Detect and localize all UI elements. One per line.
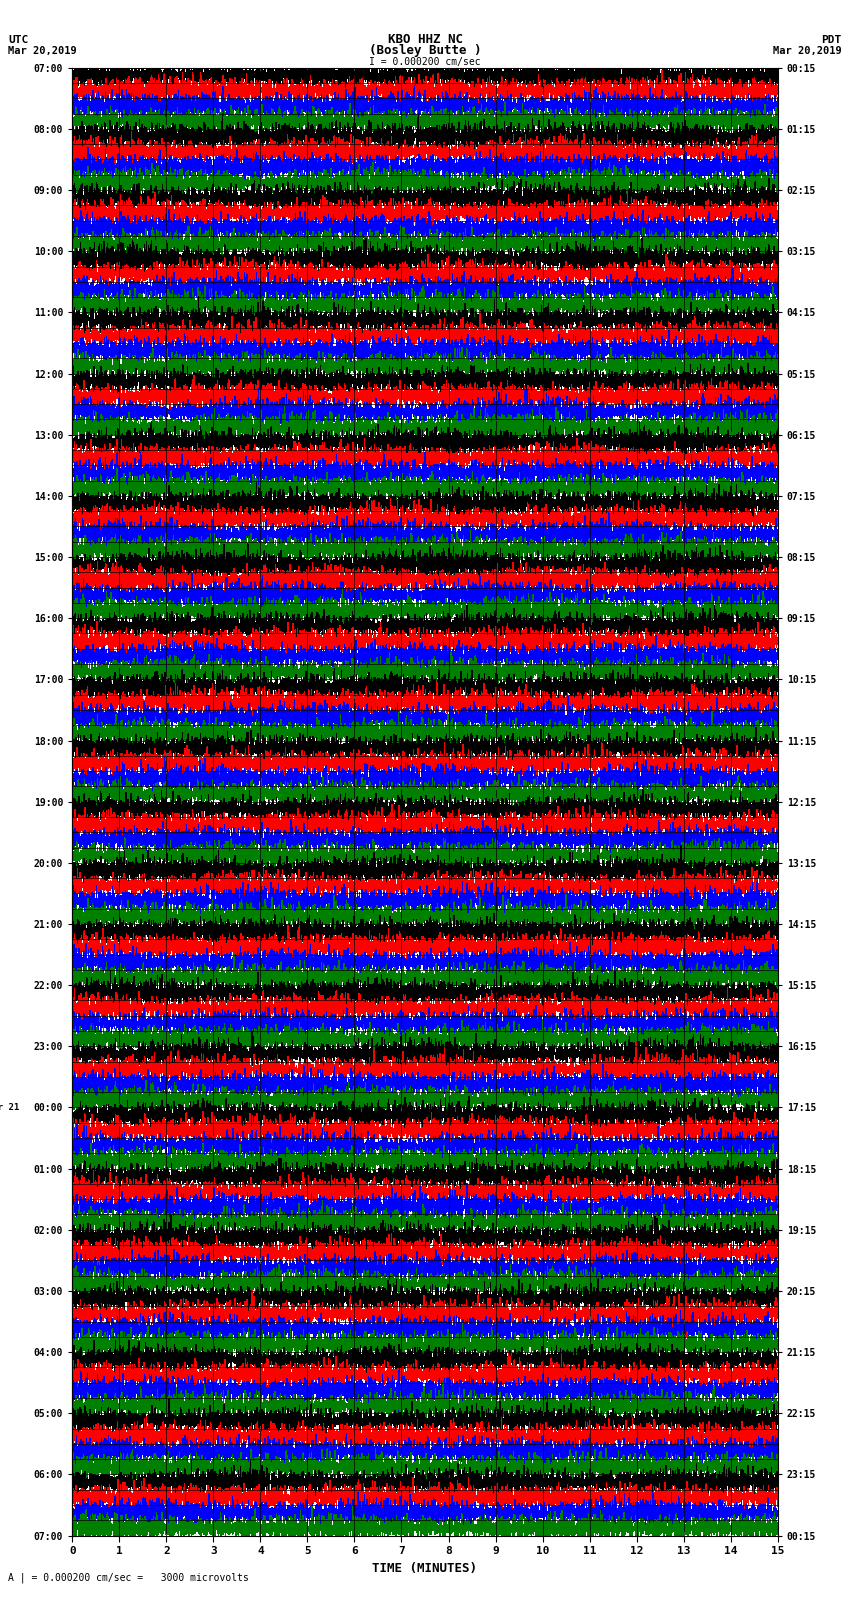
Text: Mar 20,2019: Mar 20,2019 [773,45,842,56]
Text: Mar 21: Mar 21 [0,1103,20,1111]
Text: (Bosley Butte ): (Bosley Butte ) [369,44,481,58]
Text: Mar 20,2019: Mar 20,2019 [8,45,77,56]
X-axis label: TIME (MINUTES): TIME (MINUTES) [372,1561,478,1574]
Text: KBO HHZ NC: KBO HHZ NC [388,32,462,47]
Text: UTC: UTC [8,34,29,45]
Text: I = 0.000200 cm/sec: I = 0.000200 cm/sec [369,56,481,68]
Text: A | = 0.000200 cm/sec =   3000 microvolts: A | = 0.000200 cm/sec = 3000 microvolts [8,1573,249,1582]
Text: PDT: PDT [821,34,842,45]
